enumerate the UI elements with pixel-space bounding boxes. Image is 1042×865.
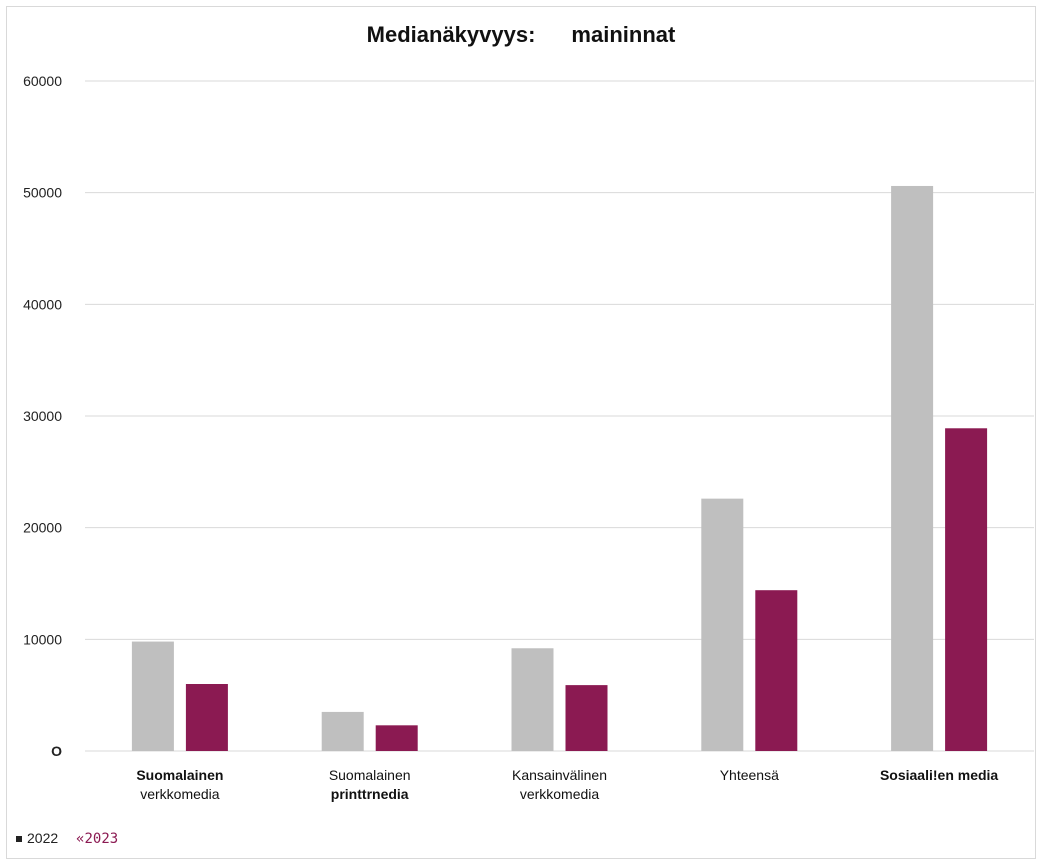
- x-category-label: Yhteensä: [659, 766, 839, 785]
- bar-2022: [701, 498, 744, 751]
- bar-2022: [891, 185, 934, 751]
- bar-2023: [755, 590, 798, 751]
- x-category-label: Suomalainen verkkomedia: [90, 766, 270, 804]
- bar-2023: [565, 685, 608, 751]
- bar-2023: [375, 725, 418, 751]
- x-category-label: Kansainvälinen verkkomedia: [470, 766, 650, 804]
- x-category-line1: Sosiaali!en media: [879, 767, 999, 783]
- x-category-line1: Kansainvälinen: [512, 767, 607, 783]
- chart-title-part2: maininnat: [571, 22, 676, 47]
- y-tick-label: 10000: [23, 631, 62, 647]
- legend-label-2022: 2022: [27, 830, 59, 846]
- x-category-line1: Yhteensä: [719, 767, 779, 783]
- chart-title: Medianäkyvyys: maininnat: [0, 22, 1042, 48]
- legend-marker-2022: [16, 836, 22, 843]
- y-tick-label: 50000: [23, 185, 62, 201]
- bar-2023: [185, 684, 228, 751]
- y-tick-label: 30000: [23, 408, 62, 424]
- chart-title-part1: Medianäkyvyys:: [366, 22, 536, 47]
- x-category-label: Suomalainen printtrnedia: [280, 766, 460, 804]
- y-tick-label: 20000: [23, 520, 62, 536]
- x-category-line2: verkkomedia: [140, 786, 220, 802]
- bar-2023: [945, 428, 988, 751]
- x-category-line1: Suomalainen: [328, 767, 411, 783]
- bar-2022: [131, 641, 174, 751]
- y-tick-label: O: [51, 743, 62, 759]
- legend-label-2023: «2023: [76, 831, 119, 847]
- x-category-label: Sosiaali!en media: [849, 766, 1029, 785]
- y-tick-label: 40000: [23, 296, 62, 312]
- bar-2022: [511, 648, 554, 751]
- x-category-line2: printtrnedia: [330, 786, 409, 802]
- y-tick-label: 60000: [23, 73, 62, 89]
- x-category-line1: Suomalainen: [136, 767, 224, 783]
- bar-2022: [321, 711, 364, 751]
- chart-frame: [6, 6, 1036, 859]
- legend: 2022 «2023: [16, 830, 118, 847]
- x-category-line2: verkkomedia: [519, 786, 600, 802]
